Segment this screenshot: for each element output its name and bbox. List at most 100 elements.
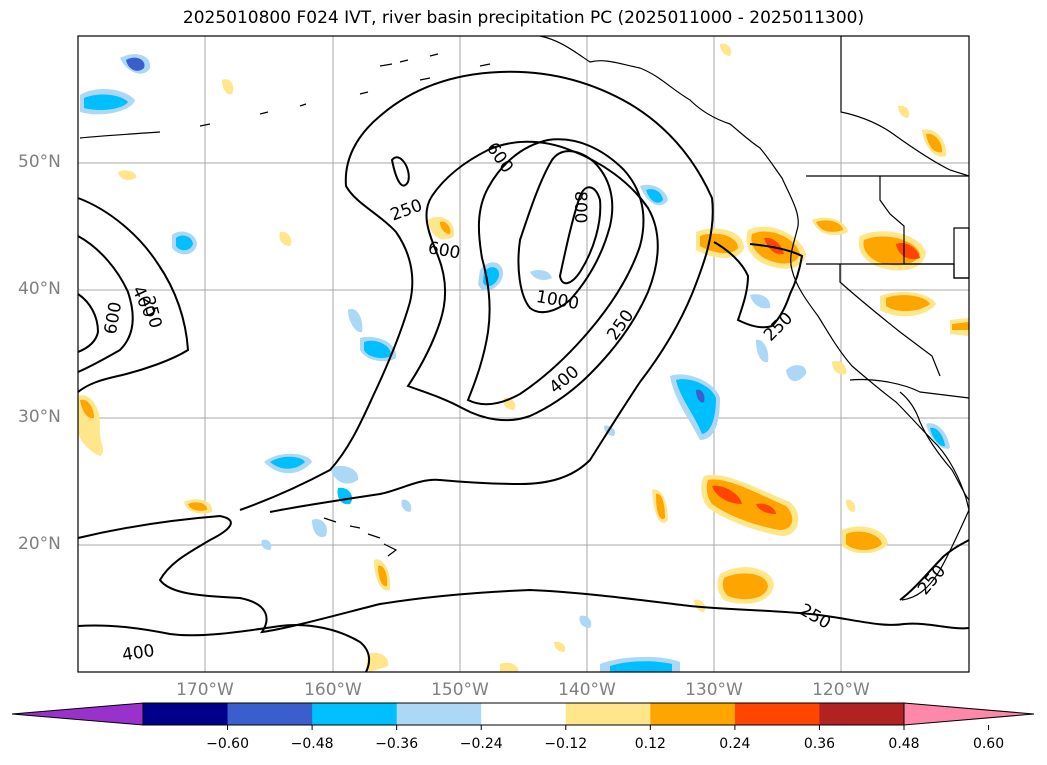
ivt-south-400 xyxy=(77,623,371,673)
pos-blob xyxy=(832,360,847,375)
ivt-contours xyxy=(77,70,970,673)
contour-label: 800 xyxy=(570,191,590,223)
neg-blob xyxy=(750,294,771,309)
colorbar-tick-label: 0.48 xyxy=(888,736,920,752)
neg-blob xyxy=(696,389,705,403)
lon-label-130w: 130°W xyxy=(685,680,743,700)
pos-blob xyxy=(764,237,784,255)
lat-label-50n: 50°N xyxy=(18,152,61,172)
neg-blob xyxy=(84,94,128,110)
colorbar-extend-low xyxy=(11,702,144,726)
colorbar-tick-label: −0.36 xyxy=(375,736,419,752)
neg-blob xyxy=(312,518,327,538)
colorbar-cell xyxy=(396,703,482,725)
neg-blob xyxy=(126,57,145,71)
pos-blob xyxy=(378,565,388,587)
neg-blob xyxy=(610,661,672,672)
pos-blob xyxy=(712,485,742,504)
neg-blob xyxy=(579,615,592,628)
colorbar-cell xyxy=(819,703,905,725)
colorbar-tick-label: 0.24 xyxy=(719,736,751,752)
ivt-east-250 xyxy=(899,539,970,601)
neg-blob xyxy=(786,365,807,382)
pos-blob xyxy=(756,503,776,514)
colorbar-tick-label: 0.36 xyxy=(803,736,836,752)
neg-blob xyxy=(270,456,305,469)
colorbar-cell xyxy=(227,703,313,725)
pos-blob xyxy=(656,493,665,519)
pos-blob xyxy=(952,322,969,330)
neg-blob xyxy=(348,308,363,333)
lat-label-40n: 40°N xyxy=(18,279,61,299)
pos-blob xyxy=(886,295,930,312)
ivt-west-600 xyxy=(77,293,100,353)
pos-blob xyxy=(440,221,451,234)
pos-blob xyxy=(722,573,768,600)
ivt-1000-contour xyxy=(558,186,602,285)
colorbar-cell xyxy=(734,703,820,725)
ivt-600-contour xyxy=(466,138,645,406)
pos-blob xyxy=(816,220,843,232)
colorbar-cell xyxy=(481,703,567,725)
neg-blob xyxy=(364,340,392,358)
neg-blob xyxy=(646,189,663,203)
lon-label-170w: 170°W xyxy=(176,680,234,700)
state-border xyxy=(839,264,941,377)
map-panel: 600 250 600 800 1000 250 400 250 250 250… xyxy=(77,35,970,673)
hawaii-islands xyxy=(323,517,398,557)
ivt-west-250 xyxy=(77,197,190,393)
pos-blob xyxy=(846,531,882,550)
pos-blob xyxy=(926,133,943,153)
lat-label-30n: 30°N xyxy=(18,407,61,427)
neg-blob xyxy=(756,339,769,363)
colorbar-cell xyxy=(650,703,736,725)
ivt-coastal-250 xyxy=(713,241,804,329)
canada-border xyxy=(840,36,970,177)
ivt-600-inner-loop xyxy=(390,156,410,187)
neg-blob xyxy=(330,465,359,484)
colorbar-tick-label: 0.12 xyxy=(634,736,666,752)
map-title: 2025010800 F024 IVT, river basin precipi… xyxy=(182,8,865,28)
map-border xyxy=(77,35,970,673)
contour-label: 400 xyxy=(121,641,156,665)
ivt-800-contour xyxy=(517,150,614,314)
colorbar-tick-label: −0.24 xyxy=(459,736,503,752)
colorbar-cell xyxy=(312,703,398,725)
colorbar-cell xyxy=(143,703,229,725)
neg-blob xyxy=(261,539,272,550)
neg-blob xyxy=(530,270,552,280)
neg-blob xyxy=(676,379,716,434)
colorbar xyxy=(11,702,1035,730)
pos-blob xyxy=(428,216,455,240)
colorbar-tick-label: −0.48 xyxy=(290,736,334,752)
pos-blob xyxy=(366,652,389,672)
pos-blob xyxy=(554,641,566,652)
island xyxy=(379,53,439,67)
lon-label-160w: 160°W xyxy=(304,680,362,700)
ivt-south-250 xyxy=(77,514,970,634)
neg-blob xyxy=(401,499,412,512)
pos-blob xyxy=(279,231,292,246)
aleutian-islands xyxy=(79,63,491,139)
pos-blob xyxy=(500,662,519,672)
colorbar-extend-high xyxy=(903,702,1035,726)
ivt-west-400 xyxy=(77,235,134,373)
pos-blob xyxy=(694,599,706,612)
lat-label-20n: 20°N xyxy=(18,534,61,554)
pos-blob xyxy=(188,502,208,511)
colorbar-tick-label: −0.12 xyxy=(544,736,588,752)
lon-label-140w: 140°W xyxy=(558,680,616,700)
pos-blob xyxy=(846,499,856,512)
ivt-250-contour xyxy=(239,70,714,513)
baja-coast xyxy=(899,391,970,501)
colorbar-tick-label: 0.60 xyxy=(972,736,1005,752)
mexico-border xyxy=(849,378,970,399)
colorbar-cell xyxy=(565,703,651,725)
colorbar-tick-label: −0.60 xyxy=(206,736,249,752)
coastlines xyxy=(79,35,970,601)
precip-pc-shading xyxy=(78,43,969,672)
pos-blob xyxy=(898,105,910,118)
mexico-coast xyxy=(901,509,970,601)
lon-label-150w: 150°W xyxy=(431,680,489,700)
